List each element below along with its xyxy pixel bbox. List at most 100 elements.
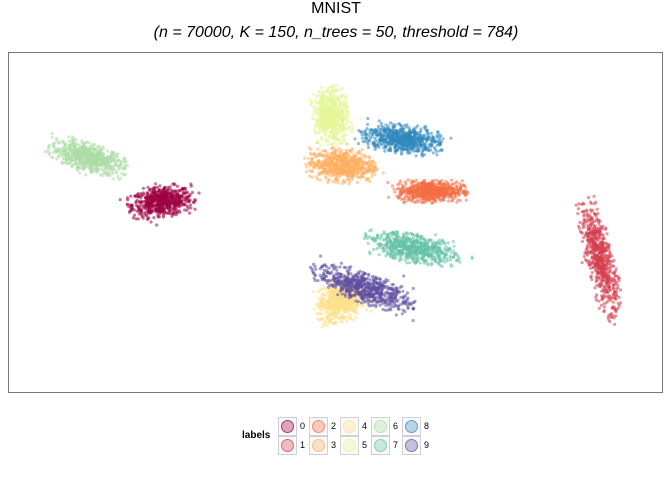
- point: [610, 254, 614, 258]
- point: [595, 277, 599, 281]
- point: [360, 152, 364, 156]
- point: [613, 322, 617, 326]
- point: [311, 166, 315, 170]
- point: [78, 149, 82, 153]
- point: [163, 185, 167, 190]
- point: [168, 203, 172, 207]
- point: [57, 141, 62, 145]
- point: [335, 148, 339, 152]
- point: [171, 189, 175, 193]
- point: [345, 121, 349, 125]
- point: [136, 217, 140, 221]
- point: [141, 216, 145, 220]
- point: [576, 207, 581, 211]
- point: [356, 175, 360, 179]
- point: [413, 200, 417, 204]
- point: [328, 157, 332, 161]
- point: [576, 212, 580, 216]
- cluster-7: [362, 228, 474, 268]
- point: [118, 176, 122, 180]
- point: [55, 138, 59, 142]
- point: [348, 303, 353, 307]
- point: [367, 155, 371, 159]
- point: [147, 197, 151, 201]
- point: [81, 163, 85, 167]
- point: [174, 197, 179, 201]
- point: [618, 288, 623, 292]
- point: [304, 162, 308, 166]
- point: [156, 215, 160, 219]
- point: [357, 159, 361, 163]
- point: [597, 230, 601, 234]
- point: [325, 323, 329, 327]
- point: [63, 143, 67, 147]
- scatter-plot: [43, 83, 623, 329]
- point: [156, 202, 160, 206]
- point: [308, 174, 312, 178]
- point: [373, 165, 377, 169]
- point: [381, 171, 385, 175]
- point: [464, 198, 468, 202]
- point: [363, 153, 367, 157]
- point: [327, 97, 332, 102]
- point: [118, 198, 122, 202]
- point: [358, 157, 362, 161]
- point: [325, 115, 330, 119]
- point: [323, 137, 327, 141]
- point: [354, 303, 359, 308]
- point: [454, 184, 458, 188]
- point: [145, 200, 149, 204]
- point: [429, 181, 433, 185]
- point: [593, 286, 597, 290]
- point: [87, 147, 92, 151]
- point: [331, 180, 335, 184]
- point: [330, 166, 334, 170]
- point: [403, 258, 407, 262]
- point: [610, 260, 615, 264]
- point: [325, 154, 330, 158]
- point: [346, 168, 350, 172]
- point: [327, 109, 331, 113]
- point: [93, 148, 97, 152]
- point: [333, 153, 337, 157]
- point: [614, 280, 619, 284]
- point: [600, 295, 605, 299]
- point: [335, 123, 339, 127]
- point: [50, 131, 54, 136]
- point: [312, 307, 316, 311]
- point: [317, 296, 321, 300]
- point: [420, 192, 424, 196]
- point: [345, 109, 349, 113]
- point: [365, 178, 369, 182]
- point: [446, 181, 450, 185]
- point: [329, 303, 333, 307]
- point: [332, 100, 336, 104]
- point: [361, 171, 365, 175]
- point: [347, 162, 351, 166]
- point: [326, 89, 330, 93]
- point: [147, 188, 152, 192]
- point: [404, 231, 408, 235]
- point: [599, 225, 603, 229]
- point: [590, 271, 594, 275]
- point: [605, 257, 609, 261]
- point: [613, 290, 617, 294]
- point: [397, 196, 401, 200]
- point: [426, 190, 430, 194]
- point: [135, 209, 139, 213]
- point: [452, 244, 456, 248]
- point: [312, 112, 316, 116]
- point: [173, 183, 177, 187]
- point: [110, 164, 114, 168]
- point: [321, 161, 326, 165]
- point: [406, 178, 410, 182]
- point: [431, 183, 435, 187]
- point: [91, 164, 95, 168]
- point: [616, 301, 620, 305]
- point: [72, 144, 76, 149]
- point: [436, 190, 440, 194]
- point: [597, 251, 601, 255]
- point: [401, 197, 405, 201]
- point: [454, 187, 458, 192]
- point: [69, 141, 73, 145]
